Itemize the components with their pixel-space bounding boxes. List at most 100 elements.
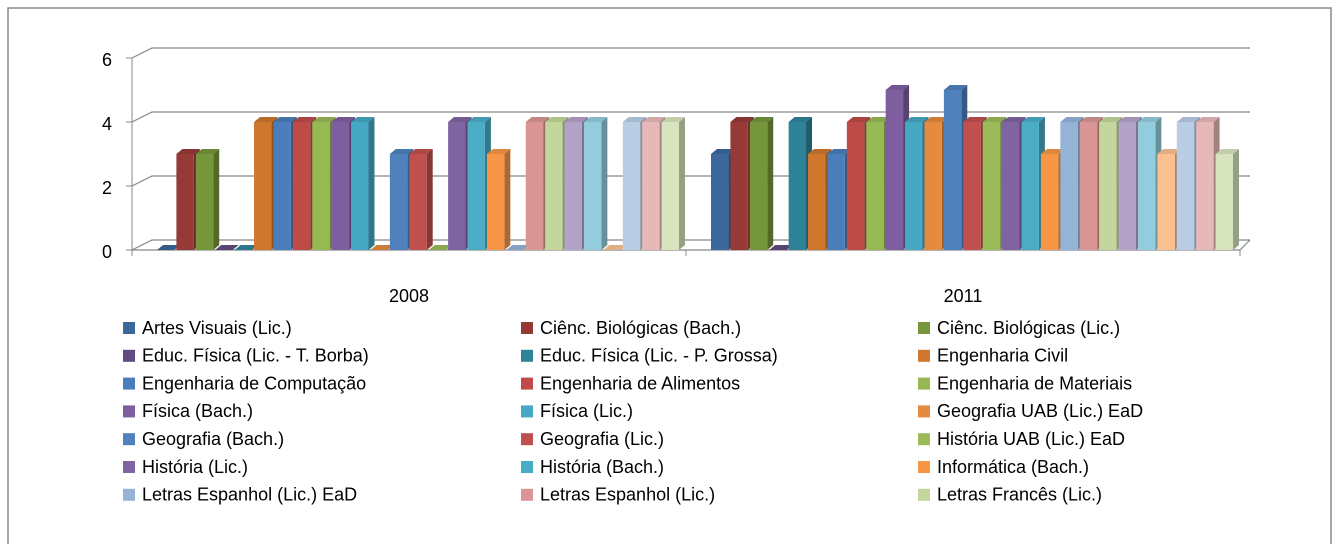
legend-swatch [123,488,135,501]
bar-face [409,154,427,250]
bar-face [176,149,200,154]
bar-face [827,149,851,154]
legend-swatch [123,433,135,446]
bar-face [1079,117,1104,122]
legend-label: Informática (Bach.) [937,457,1089,477]
bar-face [389,149,414,154]
legend-label: Geografia (Lic.) [540,429,664,449]
bar-face [1118,117,1142,122]
bar [428,245,453,250]
bar-face [1196,122,1214,250]
bar-face [711,154,729,250]
bar-face [1176,117,1201,122]
bar-face [426,149,433,250]
bar-face [1021,122,1039,250]
legend-swatch [521,488,533,501]
legend-label: Ciênc. Biológicas (Lic.) [937,318,1120,338]
bar [506,245,530,250]
legend-swatch [918,349,930,362]
bar-face [486,149,511,154]
bar-face [1099,117,1123,122]
bar-face [157,245,181,250]
bar-face [254,117,278,122]
bar-face [1040,149,1065,154]
bar-face [982,117,1007,122]
bar-face [176,154,194,250]
chart-border [7,7,1332,544]
bar-face [1233,149,1239,250]
bar-face [467,117,491,122]
bar-face [769,245,793,250]
bar-face [905,117,929,122]
legend-label: Engenharia de Alimentos [540,373,740,393]
bar-face [1137,122,1156,250]
legend-swatch [123,377,135,390]
legend-label: História (Bach.) [540,457,664,477]
bar-face [788,122,807,250]
legend-label: Engenharia de Computação [142,373,366,393]
bar [788,117,813,250]
grid-line [131,111,1250,123]
legend-swatch [123,461,135,473]
bar-face [642,122,660,250]
bar-face [525,122,544,250]
legend-swatch [123,349,135,362]
bar [351,117,375,250]
legend-swatch [521,461,533,473]
bar [486,149,511,250]
bar [661,117,685,250]
legend-swatch [123,322,135,334]
bar-face [331,117,356,122]
bar [409,149,433,250]
bar-face [195,149,220,154]
x-tick-label: 2011 [944,286,983,306]
legend-swatch [521,349,533,362]
bar-face [943,85,968,90]
bar-face [448,117,472,122]
bar-face [215,245,239,250]
bar-face [1099,122,1117,250]
bar-face [525,117,550,122]
legend-swatch [918,322,930,334]
bar-face [467,122,485,250]
legend-swatch [521,433,533,446]
bar-face [808,149,832,154]
bar-face [312,117,336,122]
bar-face [312,122,330,250]
legend-label: Física (Lic.) [540,401,633,421]
bar-face [1137,117,1162,122]
bar-face [448,122,466,250]
legend-label: Engenharia de Materiais [937,373,1132,393]
bar-face [1215,149,1239,154]
bar [603,245,627,250]
bar-face [370,245,394,250]
legend-swatch [918,405,930,418]
bar-face [661,122,679,250]
bar [370,245,394,250]
bar-face [808,154,826,250]
bar-face [943,90,962,250]
bar-face [564,122,582,250]
bar-face [1060,122,1078,250]
bar-face [486,154,505,250]
bar-face [1060,117,1084,122]
bar-face [1079,122,1098,250]
bar-face [331,122,350,250]
legend-label: Educ. Física (Lic. - P. Grossa) [540,346,778,366]
bar-face [866,117,890,122]
legend-swatch [521,377,533,390]
bar-face [1157,149,1181,154]
bar-face [583,122,602,250]
bar-face [1215,154,1233,250]
bar-face [351,122,369,250]
legend-label: Geografia (Bach.) [142,429,284,449]
bar-face [603,245,627,250]
bar-face [730,122,748,250]
bar-face [564,117,588,122]
bar-face [963,117,987,122]
legend-label: Letras Francês (Lic.) [937,485,1102,505]
bar-face [545,122,563,250]
bar-face [827,154,845,250]
grid-line [131,47,1250,59]
